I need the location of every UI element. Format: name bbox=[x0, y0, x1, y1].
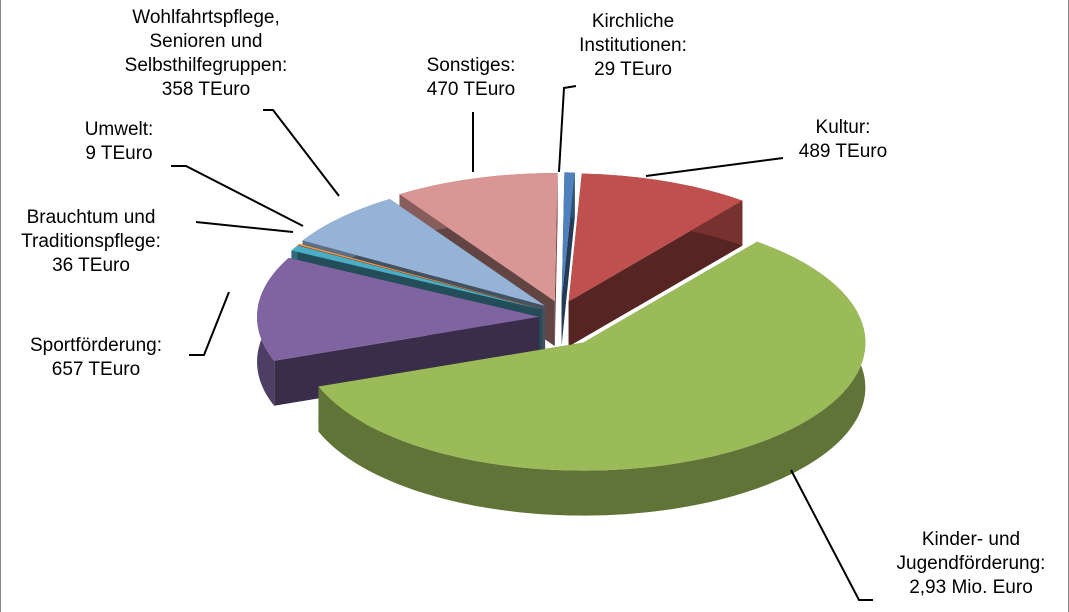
data-label: Kultur: 489 TEuro bbox=[783, 116, 903, 164]
leader-lines bbox=[171, 85, 873, 601]
slice bbox=[561, 172, 575, 346]
leader-line bbox=[195, 221, 294, 233]
value-label: 489 TEuro bbox=[798, 141, 888, 162]
category-label: Sonstiges: bbox=[426, 55, 516, 76]
value-label: 470 TEuro bbox=[426, 79, 516, 100]
category-label: Brauchtum und Traditionspflege: bbox=[21, 207, 161, 252]
leader-line bbox=[645, 157, 784, 177]
data-label: Brauchtum und Traditionspflege: 36 TEuro bbox=[1, 206, 181, 278]
data-label: Sportförderung: 657 TEuro bbox=[1, 334, 191, 382]
value-label: 36 TEuro bbox=[52, 255, 130, 276]
leader-line bbox=[263, 109, 340, 197]
slice-top bbox=[561, 172, 575, 301]
slice-top bbox=[257, 257, 540, 361]
data-label: Sonstiges: 470 TEuro bbox=[411, 54, 531, 102]
category-label: Sportförderung: bbox=[29, 335, 163, 356]
value-label: 9 TEuro bbox=[85, 143, 153, 164]
slice bbox=[568, 173, 743, 347]
slice bbox=[318, 241, 866, 516]
slice-top bbox=[318, 241, 866, 471]
category-label: Kinder- und Jugendförderung: bbox=[896, 529, 1046, 574]
data-label: Umwelt: 9 TEuro bbox=[69, 118, 169, 166]
slice-top bbox=[399, 173, 558, 302]
slice-top bbox=[568, 173, 743, 302]
slice-top bbox=[302, 199, 546, 306]
value-label: 358 TEuro bbox=[161, 79, 251, 100]
category-label: Kultur: bbox=[815, 117, 871, 138]
category-label: Umwelt: bbox=[84, 119, 154, 140]
leader-line bbox=[171, 165, 304, 227]
leader-line bbox=[790, 469, 873, 601]
slice-top bbox=[297, 243, 543, 310]
slices bbox=[257, 172, 866, 516]
leader-line bbox=[558, 85, 577, 173]
value-label: 29 TEuro bbox=[594, 59, 672, 80]
slice-wall bbox=[568, 200, 743, 347]
category-label: Wohlfahrtspflege, Senioren und Selbsthil… bbox=[124, 7, 288, 76]
category-label: Kirchliche Institutionen: bbox=[579, 11, 687, 56]
data-label: Kinder- und Jugendförderung: 2,93 Mio. Eu… bbox=[881, 528, 1061, 600]
data-label: Kirchliche Institutionen: 29 TEuro bbox=[563, 10, 703, 82]
value-label: 657 TEuro bbox=[51, 359, 141, 380]
slice-top bbox=[291, 245, 542, 310]
value-label: 2,93 Mio. Euro bbox=[909, 577, 1033, 598]
leader-line bbox=[189, 291, 230, 356]
data-label: Wohlfahrtspflege, Senioren und Selbsthil… bbox=[101, 6, 311, 102]
